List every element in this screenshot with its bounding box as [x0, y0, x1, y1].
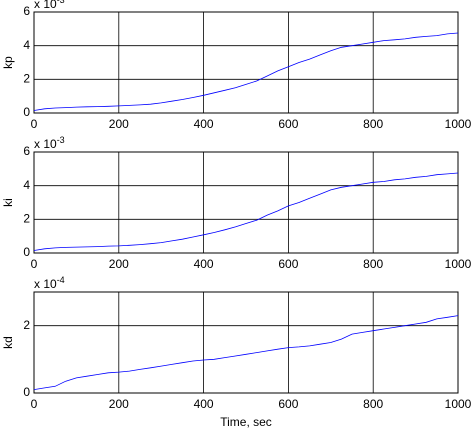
x-tick-label: 1000 — [445, 117, 472, 131]
x-tick-label: 800 — [363, 397, 383, 411]
y-tick-label: 0 — [23, 245, 30, 259]
y-tick-label: 2 — [23, 212, 30, 226]
x-tick-label: 200 — [109, 397, 129, 411]
x-tick-label: 800 — [363, 117, 383, 131]
x-tick-label: 400 — [194, 257, 214, 271]
x-tick-label: 600 — [278, 397, 298, 411]
x-tick-label: 800 — [363, 257, 383, 271]
multiplier-exponent: -3 — [57, 135, 65, 145]
x-tick-label: 0 — [31, 397, 38, 411]
axes-box — [33, 151, 459, 254]
y-tick-label: 2 — [23, 72, 30, 86]
y-multiplier: x 10-3 — [34, 0, 65, 11]
multiplier-exponent: -3 — [57, 0, 65, 5]
y-multiplier: x 10-4 — [34, 275, 65, 291]
x-tick-label: 400 — [194, 117, 214, 131]
x-tick-label: 600 — [278, 117, 298, 131]
x-axis-label: Time, sec — [220, 415, 272, 429]
multiplier-base: x 10 — [34, 277, 57, 291]
multiplier-exponent: -4 — [57, 275, 65, 285]
x-tick-label: 200 — [109, 257, 129, 271]
plot-area — [34, 152, 458, 253]
x-tick-label: 600 — [278, 257, 298, 271]
y-axis-label: kp — [1, 56, 15, 69]
y-multiplier: x 10-3 — [34, 135, 65, 151]
multiplier-base: x 10 — [34, 137, 57, 151]
y-axis-label: kd — [1, 336, 15, 349]
y-axis-label: ki — [1, 198, 15, 207]
y-tick-label: 4 — [23, 38, 30, 52]
data-line — [33, 172, 459, 251]
y-tick-label: 6 — [23, 144, 30, 158]
x-tick-label: 200 — [109, 117, 129, 131]
x-tick-label: 0 — [31, 117, 38, 131]
y-tick-label: 0 — [23, 105, 30, 119]
axes-box — [33, 11, 459, 114]
y-tick-label: 6 — [23, 4, 30, 18]
multiplier-base: x 10 — [34, 0, 57, 11]
data-line — [33, 32, 459, 111]
y-tick-label: 2 — [23, 318, 30, 332]
x-tick-label: 0 — [31, 257, 38, 271]
plot-area — [34, 12, 458, 113]
x-tick-label: 400 — [194, 397, 214, 411]
y-tick-label: 0 — [23, 385, 30, 399]
plot-area — [34, 292, 458, 393]
axes-box — [33, 291, 459, 394]
y-tick-label: 4 — [23, 178, 30, 192]
data-line — [33, 315, 459, 390]
x-tick-label: 1000 — [445, 257, 472, 271]
x-tick-label: 1000 — [445, 397, 472, 411]
